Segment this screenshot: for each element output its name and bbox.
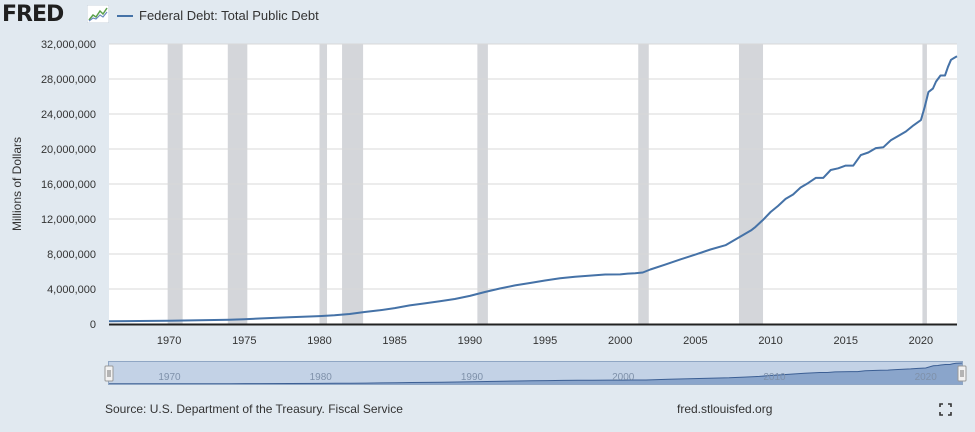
source-note: Source: U.S. Department of the Treasury.… [105,402,403,416]
x-tick-label: 1980 [307,335,331,347]
legend-swatch [117,15,133,17]
navigator-label: 2010 [763,372,786,383]
x-tick-label: 2000 [608,335,632,347]
chart-header: FRED Federal Debt: Total Public Debt [0,0,975,34]
x-tick-label: 1995 [533,335,557,347]
y-tick-label: 16,000,000 [41,179,96,191]
y-tick-label: 12,000,000 [41,214,96,226]
navigator-handle[interactable] [957,365,967,382]
navigator-label: 1970 [158,372,181,383]
fred-logo[interactable]: FRED [2,2,64,27]
legend-label: Federal Debt: Total Public Debt [139,8,319,23]
navigator-series-line [109,362,963,385]
y-tick-label: 0 [90,319,96,331]
navigator-label: 1980 [310,372,333,383]
navigator-series-area [109,363,962,384]
navigator-handle[interactable] [104,365,114,382]
y-tick-label: 20,000,000 [41,144,96,156]
navigator-label: 1990 [461,372,484,383]
fullscreen-icon[interactable] [939,403,952,421]
y-tick-label: 24,000,000 [41,109,96,121]
y-tick-label: 8,000,000 [47,249,96,261]
x-tick-label: 1975 [232,335,256,347]
y-tick-label: 28,000,000 [41,74,96,86]
navigator-label: 2020 [915,372,938,383]
x-tick-label: 2010 [758,335,782,347]
x-tick-label: 2015 [833,335,857,347]
x-tick-label: 2005 [683,335,707,347]
navigator-label: 2000 [612,372,635,383]
y-tick-label: 32,000,000 [41,39,96,51]
source-link[interactable]: fred.stlouisfed.org [677,402,773,416]
series-line [108,55,958,323]
x-tick-label: 1970 [157,335,181,347]
x-tick-label: 1990 [458,335,482,347]
x-tick-label: 2020 [909,335,933,347]
y-tick-label: 4,000,000 [47,284,96,296]
x-tick-label: 1985 [382,335,406,347]
